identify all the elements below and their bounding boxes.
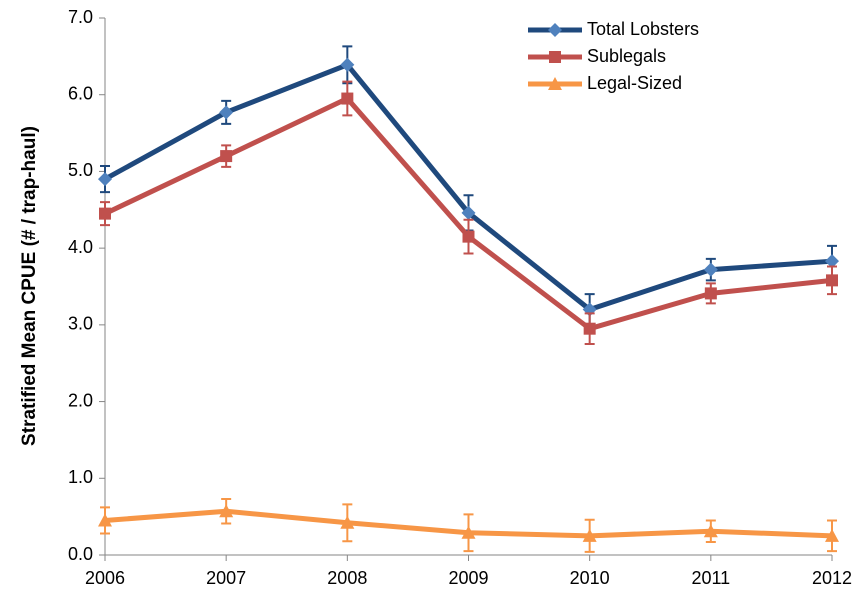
marker bbox=[219, 105, 234, 120]
marker bbox=[548, 77, 562, 90]
marker bbox=[461, 205, 476, 220]
marker bbox=[461, 525, 476, 539]
marker bbox=[220, 150, 233, 163]
marker bbox=[703, 524, 718, 538]
marker bbox=[826, 274, 838, 287]
y-axis-title: Stratified Mean CPUE (# / trap-haul) bbox=[19, 126, 40, 446]
marker bbox=[98, 513, 112, 527]
marker bbox=[582, 528, 597, 542]
marker bbox=[549, 51, 561, 63]
marker bbox=[704, 287, 717, 300]
x-tick-label: 2009 bbox=[448, 568, 488, 588]
marker bbox=[98, 172, 112, 187]
marker bbox=[219, 504, 234, 518]
y-tick-label: 2.0 bbox=[68, 390, 93, 410]
marker bbox=[341, 92, 354, 105]
marker bbox=[825, 254, 839, 269]
x-tick-label: 2007 bbox=[206, 568, 246, 588]
marker bbox=[583, 322, 596, 335]
marker bbox=[703, 262, 718, 277]
marker bbox=[99, 207, 111, 220]
y-tick-label: 0.0 bbox=[68, 544, 93, 564]
y-tick-label: 5.0 bbox=[68, 160, 93, 180]
marker bbox=[340, 515, 355, 529]
x-tick-label: 2008 bbox=[327, 568, 367, 588]
x-tick-label: 2011 bbox=[691, 568, 730, 588]
legend-label: Total Lobsters bbox=[587, 19, 699, 39]
marker bbox=[548, 23, 562, 37]
marker bbox=[340, 57, 355, 72]
x-tick-label: 2010 bbox=[570, 568, 610, 588]
y-tick-label: 7.0 bbox=[68, 7, 93, 27]
legend-label: Legal-Sized bbox=[587, 73, 682, 93]
x-tick-label: 2012 bbox=[812, 568, 852, 588]
y-tick-label: 4.0 bbox=[68, 237, 93, 257]
y-tick-label: 6.0 bbox=[68, 83, 93, 103]
y-tick-label: 1.0 bbox=[68, 467, 93, 487]
marker bbox=[462, 230, 475, 243]
x-tick-label: 2006 bbox=[85, 568, 125, 588]
y-tick-label: 3.0 bbox=[68, 314, 93, 334]
series-line bbox=[103, 62, 833, 313]
marker bbox=[825, 528, 839, 542]
legend-label: Sublegals bbox=[587, 46, 666, 66]
